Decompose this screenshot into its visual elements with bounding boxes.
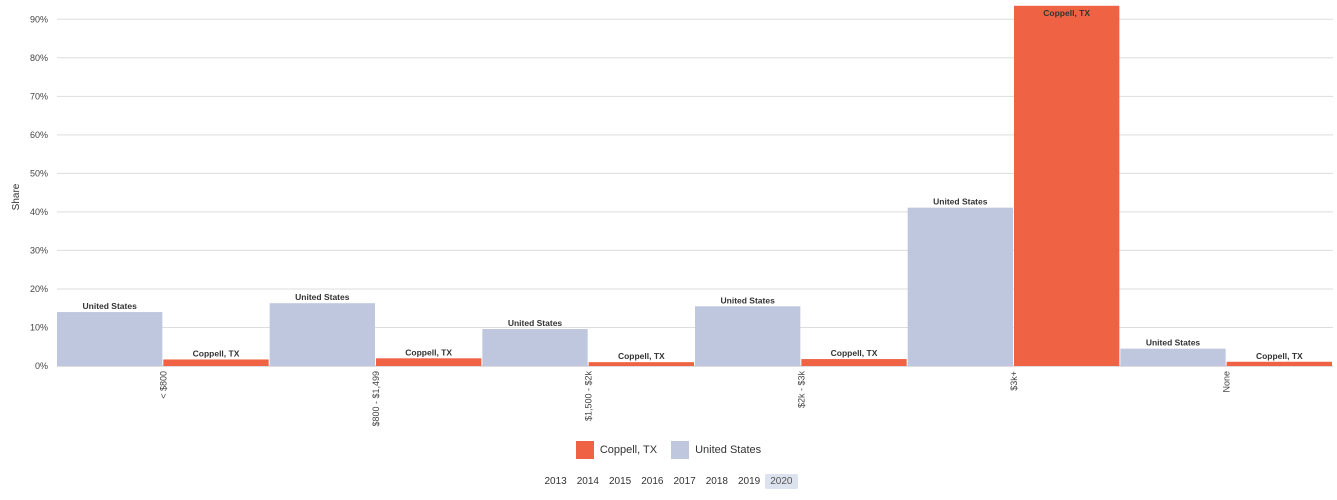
year-2017[interactable]: 2017 — [673, 476, 696, 487]
y-tick-label: 20% — [30, 284, 48, 294]
y-axis-title: Share — [11, 183, 22, 210]
bar-coppell — [801, 359, 907, 366]
x-tick-label: $1,500 - $2k — [584, 371, 594, 422]
data-label: United States — [83, 301, 138, 311]
bar-united-states — [695, 306, 801, 366]
year-2015[interactable]: 2015 — [609, 476, 632, 487]
x-tick-label: $2k - $3k — [796, 371, 806, 409]
bar-coppell — [1226, 361, 1332, 366]
year-2020[interactable]: 2020 — [765, 474, 798, 489]
data-label: Coppell, TX — [831, 348, 878, 358]
bar-coppell — [588, 362, 694, 366]
y-tick-label: 0% — [35, 361, 48, 371]
legend-swatch-coppell — [575, 441, 594, 459]
legend-item-coppell[interactable]: Coppell, TX — [575, 441, 658, 459]
bar-coppell — [163, 359, 269, 366]
bar-united-states — [482, 329, 588, 366]
data-label: Coppell, TX — [618, 351, 665, 361]
y-tick-label: 80% — [30, 53, 48, 63]
bar-united-states — [57, 312, 163, 366]
legend-label-united-states: United States — [695, 444, 762, 456]
chart: 0% 10% 20% 30% 40% 50% 60% 70% 80% 90% Share United… — [11, 5, 1333, 427]
bar-united-states — [269, 303, 375, 366]
bar-coppell — [1014, 5, 1120, 366]
y-tick-label: 40% — [30, 207, 48, 217]
y-tick-label: 90% — [30, 14, 48, 24]
data-label: United States — [721, 295, 776, 305]
data-label: Coppell, TX — [1043, 8, 1090, 18]
legend-label-coppell: Coppell, TX — [599, 444, 658, 456]
bar-coppell — [376, 358, 482, 366]
x-tick-label: $800 - $1,499 — [371, 371, 381, 427]
year-2013[interactable]: 2013 — [544, 476, 567, 487]
y-tick-label: 30% — [30, 245, 48, 255]
y-tick-label: 50% — [30, 168, 48, 178]
x-tick-label: $3k+ — [1009, 371, 1019, 391]
legend-swatch-united-states — [671, 441, 690, 459]
data-label: Coppell, TX — [193, 348, 240, 358]
year-2019[interactable]: 2019 — [738, 476, 761, 487]
y-tick-label: 60% — [30, 130, 48, 140]
bar-united-states — [907, 207, 1013, 366]
data-label: United States — [508, 318, 563, 328]
y-tick-label: 70% — [30, 91, 48, 101]
data-label: Coppell, TX — [1256, 351, 1303, 361]
legend: Coppell, TX United States — [0, 441, 1337, 459]
bar-united-states — [1120, 348, 1226, 366]
year-2014[interactable]: 2014 — [576, 476, 599, 487]
year-2016[interactable]: 2016 — [641, 476, 664, 487]
year-selector: 2013 2014 2015 2016 2017 2018 2019 2020 — [0, 474, 1337, 489]
data-label: United States — [295, 292, 350, 302]
data-label: Coppell, TX — [405, 347, 452, 357]
x-tick-label: < $800 — [158, 371, 168, 399]
x-tick-label: None — [1222, 371, 1232, 393]
y-tick-label: 10% — [30, 322, 48, 332]
data-label: United States — [933, 197, 988, 207]
data-label: United States — [1146, 338, 1201, 348]
legend-item-united-states[interactable]: United States — [671, 441, 761, 459]
year-2018[interactable]: 2018 — [705, 476, 728, 487]
